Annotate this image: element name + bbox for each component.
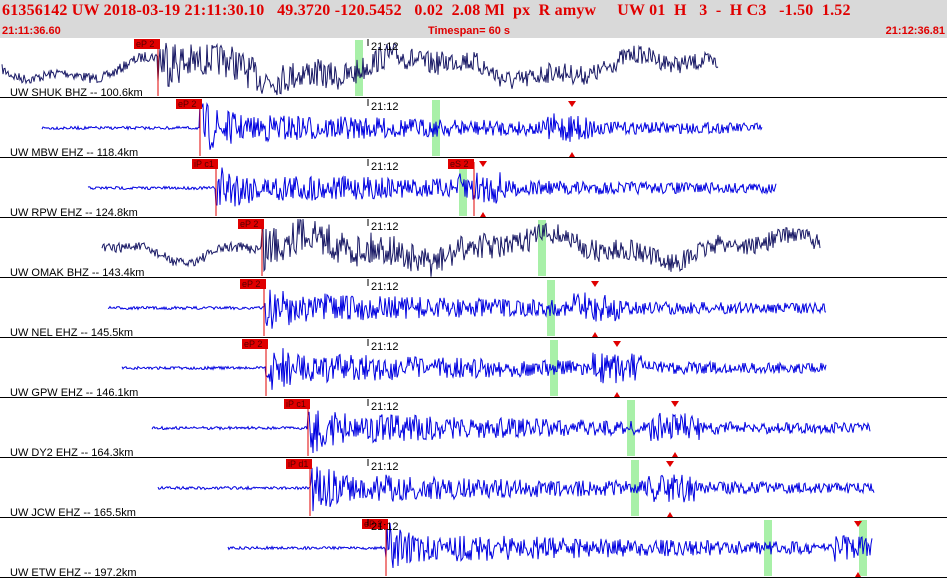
minute-label: 21:12 (371, 221, 399, 233)
s-pick-label: eS 2 (450, 159, 469, 169)
station-label: UW MBW EHZ -- 118.4km (10, 147, 138, 159)
timespan-label: Timespan= 60 s (428, 25, 511, 37)
waveform (227, 523, 873, 569)
marker-down (671, 401, 679, 407)
trace-panel: eP 2 21:12 UW SHUK BHZ -- 100.6km (0, 39, 947, 99)
p-pick-label: iP c1 (194, 159, 214, 169)
s-pick-flag (448, 159, 474, 169)
waveform (121, 348, 827, 390)
p-pick-label: iP d1 (288, 459, 308, 469)
phase-window (538, 220, 546, 276)
waveform (101, 218, 821, 277)
event-title: 61356142 UW 2018-03-19 21:11:30.10 49.37… (2, 2, 851, 19)
trace-panel: eP 2 21:12 UW NEL EHZ -- 145.5km (0, 279, 947, 339)
minute-label: 21:12 (371, 521, 399, 533)
trace-panel: iP c1 21:12 UW DY2 EHZ -- 164.3km (0, 399, 947, 459)
minute-label: 21:12 (371, 461, 399, 473)
trace-panel: eP 2 21:12 UW MBW EHZ -- 118.4km (0, 99, 947, 159)
station-label: UW SHUK BHZ -- 100.6km (10, 87, 143, 99)
minute-label: 21:12 (371, 161, 399, 173)
marker-up (614, 392, 620, 397)
minute-label: 21:12 (371, 341, 399, 353)
start-time: 21:11:36.60 (2, 25, 61, 37)
header-bar: 61356142 UW 2018-03-19 21:11:30.10 49.37… (0, 0, 947, 38)
station-label: UW GPW EHZ -- 146.1km (10, 387, 138, 399)
phase-window (550, 340, 558, 396)
p-pick-label: eP 2 (364, 519, 382, 529)
trace-panel: eP 2 21:12 UW GPW EHZ -- 146.1km (0, 339, 947, 399)
station-label: UW JCW EHZ -- 165.5km (10, 507, 136, 519)
p-pick-flag (362, 519, 388, 529)
p-pick-label: eP 2 (240, 219, 258, 229)
marker-down (479, 161, 487, 167)
marker-up (667, 512, 673, 517)
trace-panel: iP d1 21:12 UW JCW EHZ -- 165.5km (0, 459, 947, 519)
waveform (107, 289, 827, 329)
phase-window (459, 160, 467, 216)
minute-label: 21:12 (371, 281, 399, 293)
p-pick-label: eP 2 (242, 279, 260, 289)
waveform (157, 466, 875, 512)
p-pick-flag (176, 99, 202, 109)
marker-up (569, 152, 575, 157)
phase-window (355, 40, 363, 96)
end-time: 21:12:36.81 (885, 25, 945, 37)
station-label: UW OMAK BHZ -- 143.4km (10, 267, 144, 279)
marker-down (613, 341, 621, 347)
marker-down (568, 101, 576, 107)
phase-window (764, 520, 772, 576)
marker-down (854, 521, 862, 527)
trace-panel: eP 2 21:12 UW OMAK BHZ -- 143.4km (0, 218, 947, 279)
p-pick-flag (284, 399, 310, 409)
p-pick-label: eP 2 (178, 99, 196, 109)
trace-panel: iP c1 eS 2 21:12 UW RPW EHZ -- 124.8km (0, 159, 947, 219)
p-pick-label: iP c1 (286, 399, 306, 409)
station-label: UW DY2 EHZ -- 164.3km (10, 447, 133, 459)
minute-label: 21:12 (371, 41, 399, 53)
marker-up (480, 212, 486, 217)
station-label: UW ETW EHZ -- 197.2km (10, 567, 137, 579)
marker-up (592, 332, 598, 337)
trace-panel: eP 221:12 UW ETW EHZ -- 197.2km (0, 519, 947, 579)
minute-label: 21:12 (371, 101, 399, 113)
marker-down (591, 281, 599, 287)
waveform (87, 167, 777, 207)
waveform (151, 410, 871, 454)
waveform (41, 101, 763, 150)
p-pick-label: eP 2 (244, 339, 262, 349)
marker-down (666, 461, 674, 467)
p-pick-flag (238, 219, 264, 229)
waveform (1, 42, 719, 96)
p-pick-flag (134, 39, 160, 49)
minute-label: 21:12 (371, 401, 399, 413)
p-pick-flag (286, 459, 312, 469)
marker-up (672, 452, 678, 457)
station-label: UW RPW EHZ -- 124.8km (10, 207, 138, 219)
marker-up (855, 572, 861, 577)
p-pick-flag (192, 159, 218, 169)
p-pick-label: eP 2 (136, 39, 154, 49)
p-pick-flag (242, 339, 268, 349)
station-label: UW NEL EHZ -- 145.5km (10, 327, 133, 339)
p-pick-flag (240, 279, 266, 289)
phase-window (627, 400, 635, 456)
